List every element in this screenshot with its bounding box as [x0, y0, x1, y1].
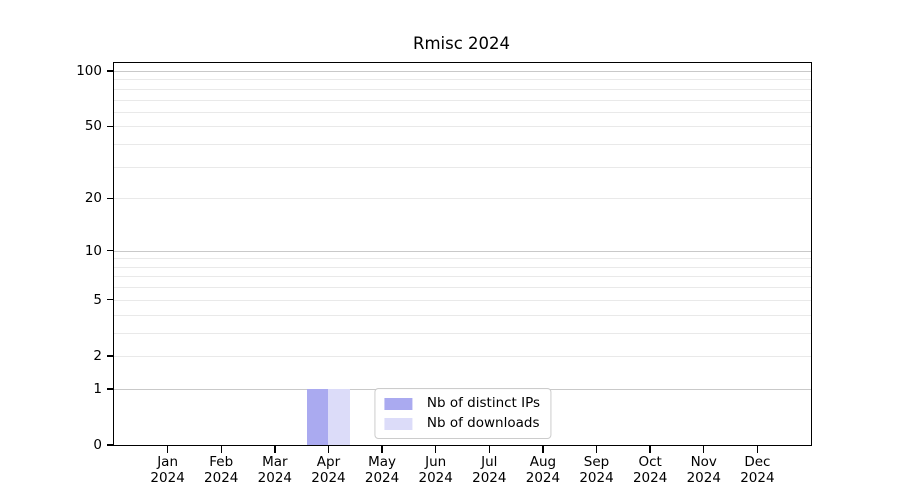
chart-title: Rmisc 2024 [412, 34, 511, 53]
legend-swatch-downloads [383, 417, 412, 430]
x-tick-label-aug: Aug 2024 [525, 454, 561, 486]
minor-gridline-2 [114, 355, 811, 357]
y-tick-mark-50 [107, 125, 114, 128]
plot-area: Nb of distinct IPs Nb of downloads 0 1 2 5 1… [76, 62, 812, 486]
bar-nb-of-distinct-ips-apr [306, 388, 329, 445]
x-tick-label-apr: Apr 2024 [311, 454, 346, 486]
y-tick-label-2: 2 [93, 347, 102, 364]
x-tick-label-mar: Mar 2024 [257, 454, 293, 486]
legend-label-distinct-ips: Nb of distinct IPs [426, 395, 541, 411]
x-tick-mark-sep [595, 446, 598, 453]
y-tick-mark-2 [107, 355, 114, 357]
minor-gridline-50 [114, 126, 811, 128]
x-tick-label-feb: Feb 2024 [204, 454, 239, 486]
x-tick-mark-aug [542, 446, 544, 453]
x-tick-mark-nov [703, 446, 705, 453]
x-tick-mark-feb [220, 446, 222, 453]
legend-item-distinct-ips: Nb of distinct IPs [383, 395, 541, 411]
x-tick-mark-jul [488, 446, 490, 453]
bar-nb-of-downloads-apr [328, 388, 350, 445]
y-tick-mark-100 [107, 70, 114, 72]
y-tick-label-0: 0 [93, 437, 102, 453]
y-tick-mark-20 [107, 197, 114, 199]
minor-gridline-80 [114, 88, 811, 90]
y-tick-mark-10 [107, 249, 114, 252]
minor-gridline-30 [114, 166, 811, 168]
x-tick-mark-may [381, 446, 383, 453]
legend-item-downloads: Nb of downloads [383, 415, 540, 431]
y-tick-mark-5 [107, 299, 114, 301]
x-tick-mark-jan [166, 446, 169, 453]
legend-label-downloads: Nb of downloads [426, 415, 540, 431]
x-tick-label-sep: Sep 2024 [579, 454, 614, 486]
minor-gridline-6 [114, 287, 811, 289]
legend: Nb of distinct IPs Nb of downloads [373, 388, 552, 439]
minor-gridline-20 [114, 198, 811, 200]
minor-gridline-7 [114, 276, 811, 278]
x-tick-mark-mar [274, 446, 276, 453]
minor-gridline-60 [114, 111, 811, 113]
y-tick-label-100: 100 [76, 63, 102, 79]
x-tick-label-may: May 2024 [364, 454, 400, 486]
x-tick-label-jun: Jun 2024 [418, 454, 453, 486]
minor-gridline-5 [114, 299, 811, 301]
x-tick-label-jul: Jul 2024 [472, 454, 507, 486]
y-tick-mark-1 [107, 388, 114, 390]
major-gridline-10 [114, 250, 811, 252]
x-tick-mark-oct [649, 446, 651, 453]
y-tick-label-1: 1 [93, 380, 102, 397]
y-tick-mark-0 [107, 444, 114, 446]
minor-gridline-3 [114, 332, 811, 334]
major-gridline-100 [114, 71, 811, 72]
x-tick-label-oct: Oct 2024 [632, 454, 668, 486]
minor-gridline-4 [114, 314, 811, 316]
x-tick-label-dec: Dec 2024 [740, 454, 775, 486]
y-tick-label-20: 20 [84, 190, 102, 207]
y-tick-label-10: 10 [84, 242, 102, 259]
x-tick-mark-dec [756, 446, 759, 453]
minor-gridline-9 [114, 258, 811, 260]
x-tick-mark-jun [434, 446, 437, 453]
minor-gridline-90 [114, 79, 811, 81]
x-tick-label-nov: Nov 2024 [686, 454, 721, 486]
minor-gridline-8 [114, 266, 811, 268]
y-tick-label-50: 50 [84, 118, 102, 135]
x-tick-label-jan: Jan 2024 [150, 454, 185, 486]
y-tick-label-5: 5 [93, 291, 102, 308]
x-tick-mark-apr [327, 446, 330, 453]
minor-gridline-40 [114, 144, 811, 146]
legend-swatch-distinct-ips [383, 397, 412, 410]
minor-gridline-70 [114, 99, 811, 101]
